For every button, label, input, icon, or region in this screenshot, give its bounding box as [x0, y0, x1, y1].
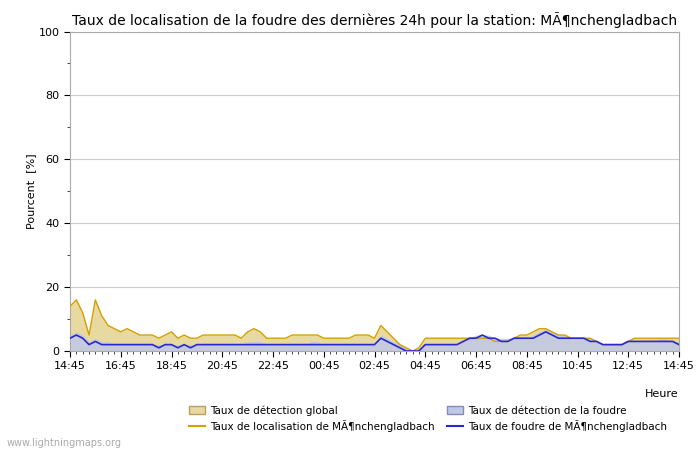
Legend: Taux de détection global, Taux de localisation de MÃ¶nchengladbach, Taux de déte: Taux de détection global, Taux de locali… — [185, 401, 671, 436]
Y-axis label: Pourcent  [%]: Pourcent [%] — [26, 153, 36, 229]
Text: www.lightningmaps.org: www.lightningmaps.org — [7, 438, 122, 448]
Title: Taux de localisation de la foudre des dernières 24h pour la station: MÃ¶nchengla: Taux de localisation de la foudre des de… — [72, 12, 677, 27]
Text: Heure: Heure — [645, 389, 679, 399]
